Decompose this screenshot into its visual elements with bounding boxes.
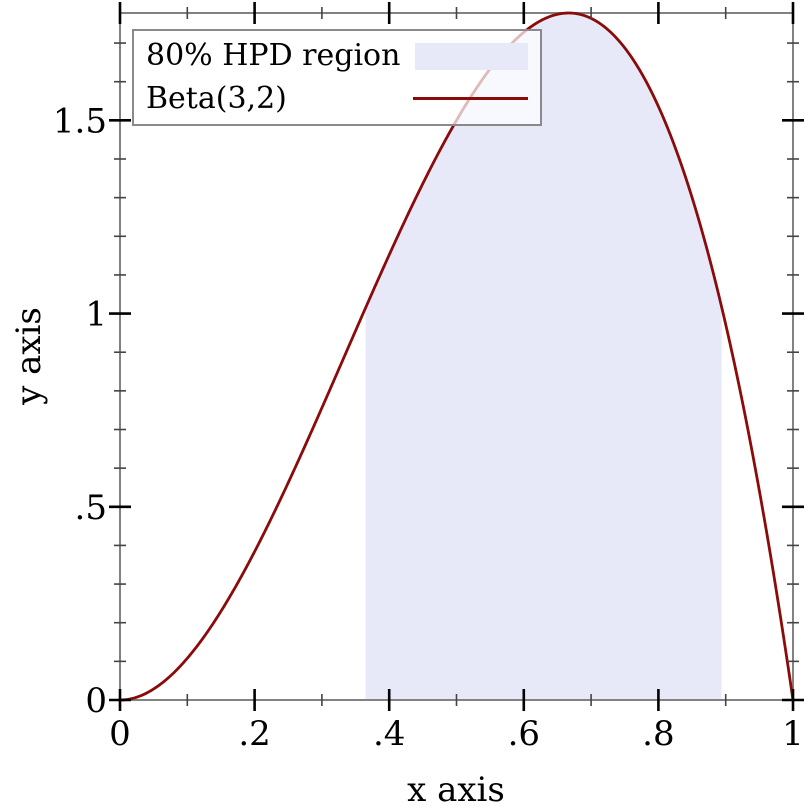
x-tick-label: .4 (373, 714, 405, 754)
x-tick-label: 0 (109, 714, 131, 754)
y-tick-label: 0 (85, 681, 107, 721)
x-tick-label: .6 (508, 714, 540, 754)
beta-curve-swatch (413, 97, 528, 101)
legend-item-beta-curve: Beta(3,2) (146, 78, 528, 121)
hpd-region-swatch (415, 42, 528, 70)
legend-label-hpd-region: 80% HPD region (146, 38, 401, 74)
x-tick-label: .8 (642, 714, 674, 754)
y-tick-label: 1 (85, 295, 107, 335)
x-tick-label: 1 (782, 714, 804, 754)
x-axis-title: x axis (407, 770, 505, 810)
x-tick-label: .2 (238, 714, 270, 754)
legend: 80% HPD region Beta(3,2) (132, 29, 542, 126)
legend-item-hpd-region: 80% HPD region (146, 35, 528, 78)
y-tick-label: .5 (75, 488, 107, 528)
hpd-region (365, 13, 722, 700)
y-axis-title: y axis (9, 307, 49, 405)
y-tick-label: 1.5 (53, 101, 107, 141)
legend-label-beta-curve: Beta(3,2) (146, 80, 287, 116)
